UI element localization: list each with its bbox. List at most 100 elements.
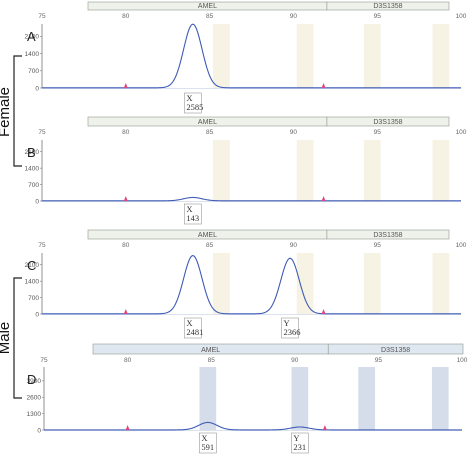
allele-call-height: 2481 (186, 327, 203, 337)
y-tick-label: 2100 (25, 149, 40, 156)
allele-bin (358, 367, 376, 430)
allele-bin (432, 24, 450, 88)
trace-line (44, 421, 462, 431)
x-tick-label: 90 (290, 242, 298, 249)
x-tick-label: 100 (456, 129, 467, 136)
allele-bin (291, 367, 309, 430)
panel-label: D (27, 372, 36, 387)
size-standard-marker (123, 83, 128, 88)
x-tick-label: 100 (456, 242, 467, 249)
marker-band-d3s1358 (326, 229, 450, 240)
allele-call-box (184, 317, 202, 339)
size-standard-marker (321, 83, 326, 88)
allele-call-height: 143 (186, 213, 199, 223)
x-tick-label: 90 (291, 357, 299, 364)
allele-bin (363, 253, 381, 314)
group-female-label: Female (0, 87, 13, 137)
group-male-bracket (13, 277, 22, 399)
x-tick-label: 100 (456, 13, 467, 20)
x-tick-label: 75 (40, 357, 48, 364)
allele-call-box (281, 317, 299, 339)
x-tick-label: 85 (206, 13, 214, 20)
marker-band-d3s1358 (326, 1, 450, 11)
x-tick-label: 95 (374, 129, 382, 136)
allele-bin (212, 253, 230, 314)
allele-call-name: X (186, 318, 192, 328)
y-tick-label: 1400 (25, 51, 40, 58)
size-standard-marker (321, 196, 326, 201)
x-tick-label: 95 (374, 13, 382, 20)
marker-amel: AMEL (87, 229, 328, 240)
size-standard-marker (125, 425, 130, 430)
y-tick-label: 700 (28, 182, 39, 189)
marker-d3s1358: D3S1358 (326, 116, 450, 127)
allele-bin (432, 253, 450, 314)
size-standard-marker (322, 425, 327, 430)
marker-label-d3s1358: D3S1358 (373, 119, 402, 126)
y-tick-label: 1300 (27, 411, 42, 418)
allele-call-box (199, 432, 217, 454)
group-female-bracket (13, 55, 22, 167)
allele-bin (431, 367, 449, 430)
allele-call-height: 231 (293, 442, 306, 452)
allele-call-name: X (201, 433, 207, 443)
marker-label-amel: AMEL (198, 3, 217, 10)
y-tick-label: 1400 (25, 165, 40, 172)
allele-bin (296, 253, 314, 314)
marker-label-amel: AMEL (198, 232, 217, 239)
allele-call-box (184, 92, 202, 114)
allele-bin (432, 140, 450, 201)
y-tick-label: 2600 (27, 395, 42, 402)
x-tick-label: 75 (38, 129, 46, 136)
marker-label-amel: AMEL (201, 347, 220, 354)
y-tick-label: 2100 (25, 34, 40, 41)
y-tick-label: 700 (28, 295, 39, 302)
group-female: Female (0, 55, 22, 167)
y-tick-label: 1400 (25, 278, 40, 285)
x-tick-label: 95 (375, 357, 383, 364)
group-male: Male (0, 277, 22, 399)
allele-call-box (184, 203, 202, 225)
allele-call-box (291, 432, 309, 454)
x-tick-label: 100 (457, 357, 468, 364)
marker-d3s1358: D3S1358 (327, 343, 464, 355)
marker-d3s1358: D3S1358 (326, 1, 450, 11)
marker-amel: AMEL (87, 116, 328, 127)
y-tick-label: 0 (35, 85, 39, 92)
size-standard-marker (123, 309, 128, 314)
allele-bin (296, 140, 314, 201)
allele-call-height: 2366 (284, 327, 301, 337)
panel-label: C (27, 258, 36, 273)
allele-bin (363, 24, 381, 88)
x-tick-label: 90 (290, 129, 298, 136)
marker-label-d3s1358: D3S1358 (373, 3, 402, 10)
allele-bin (212, 24, 230, 88)
x-tick-label: 80 (122, 13, 130, 20)
size-standard-marker (123, 196, 128, 201)
x-tick-label: 75 (38, 13, 46, 20)
marker-band-d3s1358 (326, 116, 450, 127)
allele-call-name: Y (284, 318, 290, 328)
group-male-label: Male (0, 322, 13, 355)
trace-line (42, 255, 461, 315)
y-tick-label: 700 (28, 68, 39, 75)
allele-bin (199, 367, 217, 430)
size-standard-marker (321, 309, 326, 314)
allele-bin (296, 24, 314, 88)
panel-label: B (27, 145, 36, 160)
x-tick-label: 85 (208, 357, 216, 364)
x-tick-label: 80 (124, 357, 132, 364)
x-tick-label: 90 (290, 13, 298, 20)
y-tick-label: 0 (35, 311, 39, 318)
trace-line (42, 196, 461, 202)
x-tick-label: 95 (374, 242, 382, 249)
